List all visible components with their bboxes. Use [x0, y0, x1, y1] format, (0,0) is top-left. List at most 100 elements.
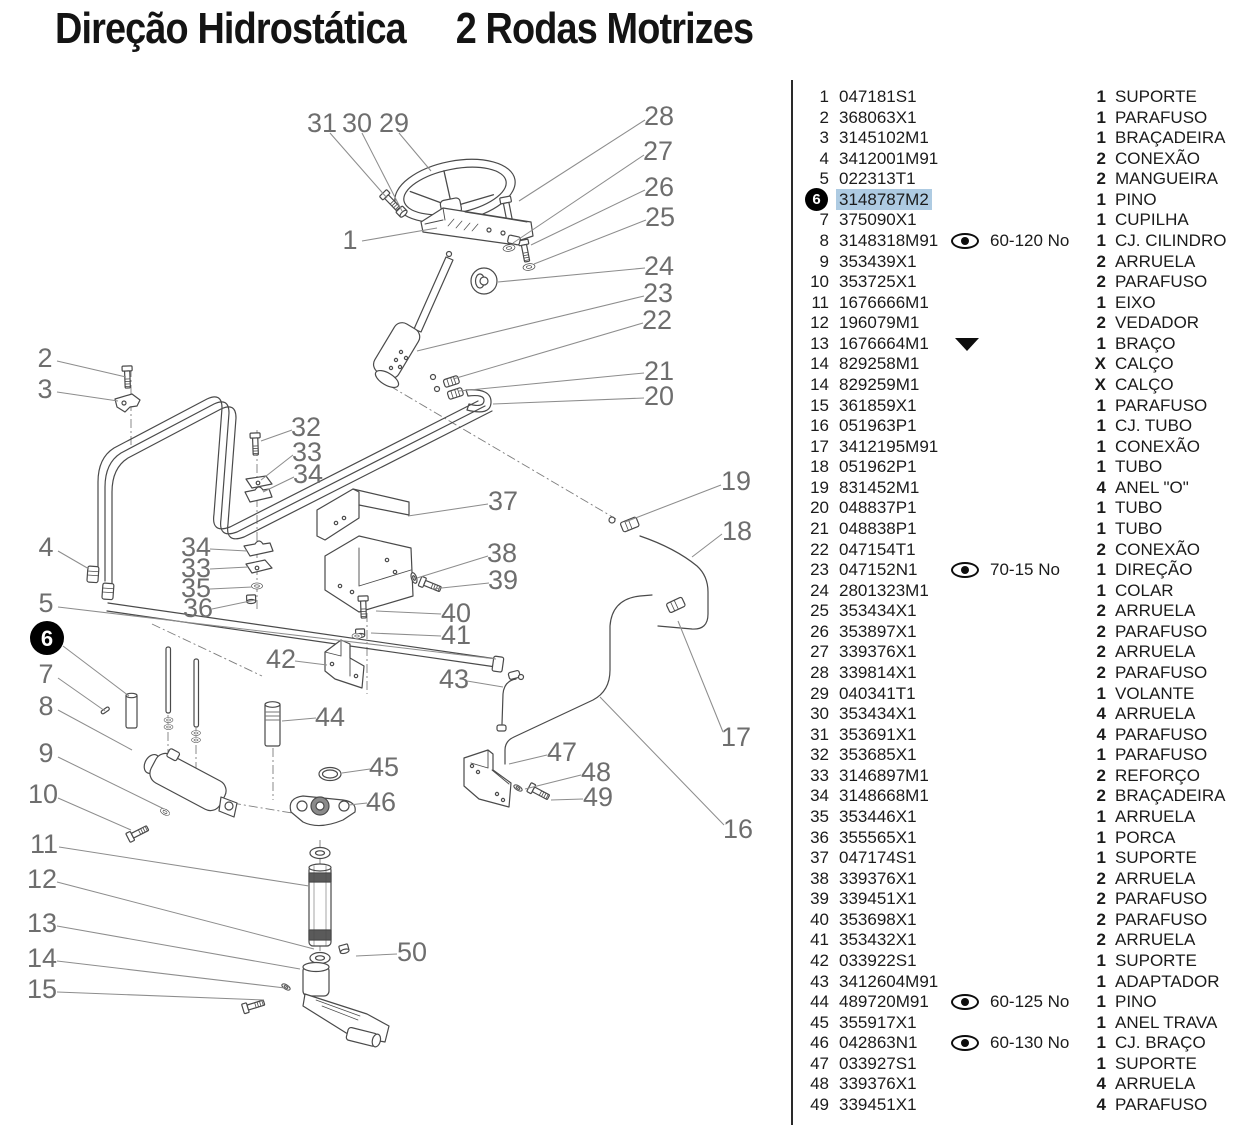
table-row[interactable]: 28 339814X1 2 PARAFUSO	[793, 662, 1260, 683]
table-row[interactable]: 3 3145102M1 1 BRAÇADEIRA	[793, 127, 1260, 148]
table-row[interactable]: 44 489720M91 60-125 No 1 PINO	[793, 991, 1260, 1012]
part-number[interactable]: 339376X1	[839, 868, 917, 888]
part-number[interactable]: 051962P1	[839, 457, 917, 477]
table-row[interactable]: 33 3146897M1 2 REFORÇO	[793, 765, 1260, 786]
table-row[interactable]: 14 829258M1 X CALÇO	[793, 353, 1260, 374]
part-number[interactable]: 339814X1	[839, 662, 917, 682]
part-number[interactable]: 353432X1	[839, 930, 917, 950]
part-number[interactable]: 353434X1	[839, 704, 917, 724]
table-row[interactable]: 18 051962P1 1 TUBO	[793, 456, 1260, 477]
part-number[interactable]: 361859X1	[839, 395, 917, 415]
table-row[interactable]: 29 040341T1 1 VOLANTE	[793, 683, 1260, 704]
part-number[interactable]: 047181S1	[839, 87, 917, 106]
table-row[interactable]: 49 339451X1 4 PARAFUSO	[793, 1094, 1260, 1115]
part-number[interactable]: 353698X1	[839, 909, 917, 929]
table-row[interactable]: 38 339376X1 2 ARRUELA	[793, 868, 1260, 889]
part-number[interactable]: 368063X1	[839, 107, 917, 127]
part-number[interactable]: 339451X1	[839, 889, 917, 909]
table-row[interactable]: 15 361859X1 1 PARAFUSO	[793, 395, 1260, 416]
table-row[interactable]: 40 353698X1 2 PARAFUSO	[793, 909, 1260, 930]
table-row[interactable]: 22 047154T1 2 CONEXÃO	[793, 539, 1260, 560]
table-row[interactable]: 36 355565X1 1 PORCA	[793, 827, 1260, 848]
part-number[interactable]: 3148318M91	[839, 230, 939, 250]
table-row[interactable]: 10 353725X1 2 PARAFUSO	[793, 271, 1260, 292]
part-number[interactable]: 3148787M2	[836, 188, 932, 210]
part-number[interactable]: 353725X1	[839, 272, 917, 292]
table-row[interactable]: 13 1676664M1 1 BRAÇO	[793, 333, 1260, 354]
part-number[interactable]: 339376X1	[839, 1074, 917, 1094]
part-number[interactable]: 355917X1	[839, 1012, 917, 1032]
part-number[interactable]: 829259M1	[839, 374, 920, 394]
table-row[interactable]: 45 355917X1 1 ANEL TRAVA	[793, 1012, 1260, 1033]
part-number[interactable]: 047154T1	[839, 539, 916, 559]
part-number[interactable]: 353434X1	[839, 601, 917, 621]
part-number[interactable]: 355565X1	[839, 827, 917, 847]
table-row[interactable]: 24 2801323M1 1 COLAR	[793, 580, 1260, 601]
part-number[interactable]: 2801323M1	[839, 580, 929, 600]
part-number[interactable]: 3145102M1	[839, 128, 929, 148]
part-number[interactable]: 339376X1	[839, 642, 917, 662]
part-number[interactable]: 831452M1	[839, 477, 920, 497]
part-number[interactable]: 375090X1	[839, 210, 917, 230]
table-row[interactable]: 2 368063X1 1 PARAFUSO	[793, 107, 1260, 128]
part-number[interactable]: 3146897M1	[839, 765, 929, 785]
table-row[interactable]: 41 353432X1 2 ARRUELA	[793, 929, 1260, 950]
table-row[interactable]: 16 051963P1 1 CJ. TUBO	[793, 415, 1260, 436]
table-row[interactable]: 42 033922S1 1 SUPORTE	[793, 950, 1260, 971]
table-row[interactable]: 46 042863N1 60-130 No 1 CJ. BRAÇO	[793, 1032, 1260, 1053]
part-number[interactable]: 353439X1	[839, 251, 917, 271]
part-number[interactable]: 353685X1	[839, 745, 917, 765]
table-row[interactable]: 35 353446X1 1 ARRUELA	[793, 806, 1260, 827]
table-row[interactable]: 23 047152N1 70-15 No 1 DIREÇÃO	[793, 559, 1260, 580]
table-row[interactable]: 1 047181S1 1 SUPORTE	[793, 86, 1260, 107]
table-row[interactable]: 43 3412604M91 1 ADAPTADOR	[793, 971, 1260, 992]
part-number[interactable]: 196079M1	[839, 313, 920, 333]
table-row[interactable]: 48 339376X1 4 ARRUELA	[793, 1073, 1260, 1094]
table-row[interactable]: 47 033927S1 1 SUPORTE	[793, 1053, 1260, 1074]
table-row[interactable]: 31 353691X1 4 PARAFUSO	[793, 724, 1260, 745]
table-row[interactable]: 17 3412195M91 1 CONEXÃO	[793, 436, 1260, 457]
part-number[interactable]: 1676666M1	[839, 292, 929, 312]
part-number[interactable]: 033922S1	[839, 950, 917, 970]
part-number[interactable]: 353446X1	[839, 806, 917, 826]
table-row[interactable]: 39 339451X1 2 PARAFUSO	[793, 888, 1260, 909]
part-number[interactable]: 353691X1	[839, 724, 917, 744]
table-row[interactable]: 34 3148668M1 2 BRAÇADEIRA	[793, 785, 1260, 806]
part-number[interactable]: 3412001M91	[839, 148, 939, 168]
table-row[interactable]: 37 047174S1 1 SUPORTE	[793, 847, 1260, 868]
table-row[interactable]: 14 829259M1 X CALÇO	[793, 374, 1260, 395]
part-number[interactable]: 051963P1	[839, 416, 917, 436]
table-row[interactable]: 12 196079M1 2 VEDADOR	[793, 312, 1260, 333]
part-number[interactable]: 1676664M1	[839, 333, 929, 353]
table-row[interactable]: 9 353439X1 2 ARRUELA	[793, 251, 1260, 272]
part-number[interactable]: 3412604M91	[839, 971, 939, 991]
table-row[interactable]: 27 339376X1 2 ARRUELA	[793, 641, 1260, 662]
part-number[interactable]: 033927S1	[839, 1053, 917, 1073]
table-row[interactable]: 25 353434X1 2 ARRUELA	[793, 600, 1260, 621]
table-row[interactable]: 26 353897X1 2 PARAFUSO	[793, 621, 1260, 642]
part-number[interactable]: 040341T1	[839, 683, 916, 703]
table-row[interactable]: 4 3412001M91 2 CONEXÃO	[793, 148, 1260, 169]
part-number[interactable]: 3412195M91	[839, 436, 939, 456]
part-number[interactable]: 829258M1	[839, 354, 920, 374]
table-row[interactable]: 11 1676666M1 1 EIXO	[793, 292, 1260, 313]
table-row[interactable]: 20 048837P1 1 TUBO	[793, 497, 1260, 518]
table-row[interactable]: 19 831452M1 4 ANEL "O"	[793, 477, 1260, 498]
part-number[interactable]: 3148668M1	[839, 786, 929, 806]
table-row[interactable]: 5 022313T1 2 MANGUEIRA	[793, 168, 1260, 189]
table-row[interactable]: 6 3148787M2 1 PINO	[793, 187, 1260, 211]
part-number[interactable]: 489720M91	[839, 992, 929, 1012]
part-number[interactable]: 339451X1	[839, 1094, 917, 1114]
table-row[interactable]: 7 375090X1 1 CUPILHA	[793, 209, 1260, 230]
table-row[interactable]: 21 048838P1 1 TUBO	[793, 518, 1260, 539]
table-row[interactable]: 8 3148318M91 60-120 No 1 CJ. CILINDRO	[793, 230, 1260, 251]
part-number[interactable]: 042863N1	[839, 1033, 918, 1053]
part-number[interactable]: 047174S1	[839, 848, 917, 868]
part-number[interactable]: 353897X1	[839, 621, 917, 641]
part-number[interactable]: 047152N1	[839, 560, 918, 580]
table-row[interactable]: 30 353434X1 4 ARRUELA	[793, 703, 1260, 724]
part-number[interactable]: 022313T1	[839, 169, 916, 189]
table-row[interactable]: 32 353685X1 1 PARAFUSO	[793, 744, 1260, 765]
part-number[interactable]: 048838P1	[839, 518, 917, 538]
part-number[interactable]: 048837P1	[839, 498, 917, 518]
